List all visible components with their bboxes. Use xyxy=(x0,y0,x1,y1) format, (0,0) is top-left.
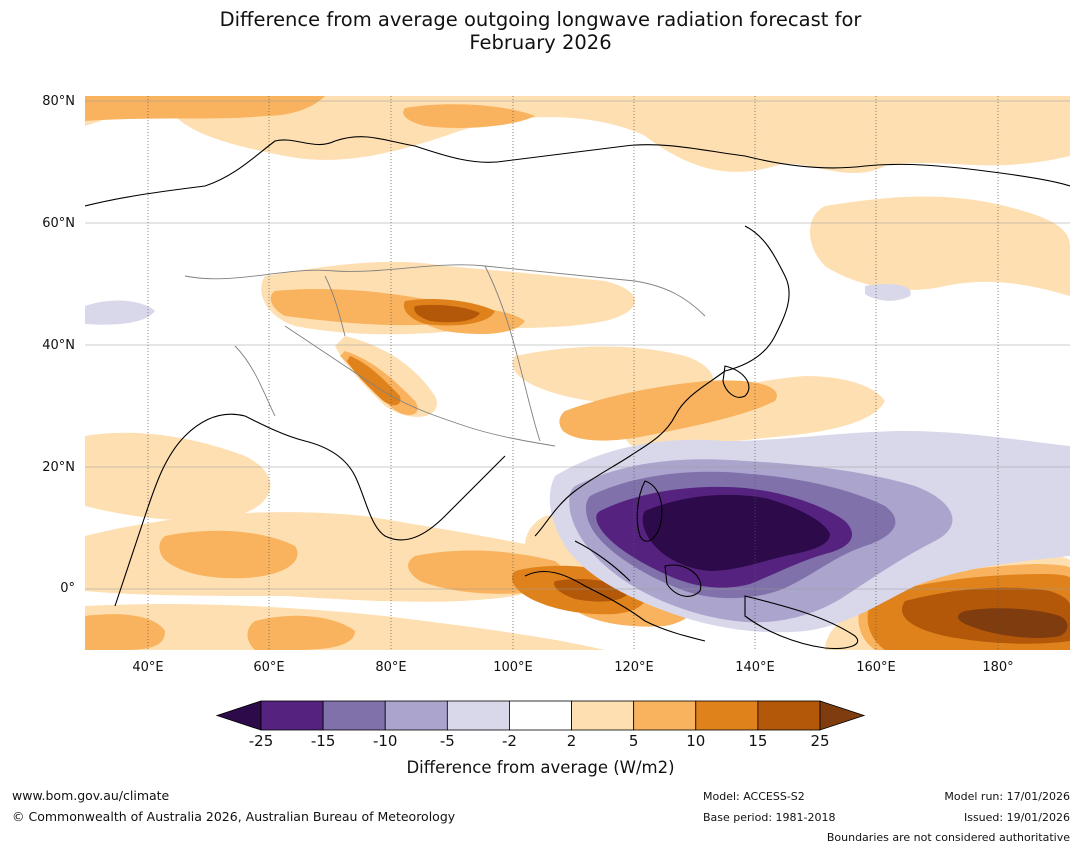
lon-label-160e: 160°E xyxy=(856,660,896,675)
colorbar-segments xyxy=(215,700,866,731)
map-canvas xyxy=(85,96,1070,650)
lon-label-140e: 140°E xyxy=(735,660,775,675)
colorbar-tick-label: 25 xyxy=(810,732,830,750)
lat-label-20n: 20°N xyxy=(42,460,75,475)
lon-label-80e: 80°E xyxy=(375,660,407,675)
boundaries-disclaimer: Boundaries are not considered authoritat… xyxy=(826,831,1070,844)
coastlines xyxy=(85,136,1070,650)
colorbar-extend-max xyxy=(819,700,866,731)
colorbar-tick-label: 10 xyxy=(686,732,706,750)
website-link[interactable]: www.bom.gov.au/climate xyxy=(12,788,170,803)
colorbar-segment xyxy=(695,700,759,731)
country-borders xyxy=(184,264,706,447)
anomaly-under-minus-25-region xyxy=(642,494,830,571)
base-period: Base period: 1981-2018 xyxy=(703,811,836,824)
colorbar-tick-label: 15 xyxy=(748,732,768,750)
lat-label-0: 0° xyxy=(60,581,75,596)
issued-date: Issued: 19/01/2026 xyxy=(963,811,1070,824)
longitude-gridlines xyxy=(147,96,999,650)
lat-label-40n: 40°N xyxy=(42,338,75,353)
colorbar-segment xyxy=(446,700,510,731)
lat-label-60n: 60°N xyxy=(42,216,75,231)
lon-label-120e: 120°E xyxy=(614,660,654,675)
lon-label-100e: 100°E xyxy=(493,660,533,675)
colorbar-tick-label: -15 xyxy=(310,732,336,750)
colorbar-tick-label: 5 xyxy=(628,732,639,750)
lon-label-60e: 60°E xyxy=(253,660,285,675)
lon-label-40e: 40°E xyxy=(132,660,164,675)
colorbar-segment xyxy=(509,700,572,731)
chart-title: Difference from average outgoing longwav… xyxy=(0,8,1081,54)
anomaly-over-25-region xyxy=(958,608,1068,638)
colorbar-segment xyxy=(571,700,635,731)
colorbar-tick-label: -2 xyxy=(501,732,517,750)
model-run-date: Model run: 17/01/2026 xyxy=(944,790,1070,803)
title-line-2: February 2026 xyxy=(469,31,612,54)
colorbar-tick-label: -10 xyxy=(372,732,398,750)
colorbar-tick-label: 2 xyxy=(566,732,577,750)
colorbar-segment xyxy=(757,700,821,731)
lat-label-80n: 80°N xyxy=(42,94,75,109)
colorbar xyxy=(215,700,866,731)
olr-anomaly-map xyxy=(85,96,1070,650)
title-line-1: Difference from average outgoing longwav… xyxy=(219,8,862,31)
colorbar-segment xyxy=(633,700,697,731)
colorbar-segment xyxy=(260,700,324,731)
model-name: Model: ACCESS-S2 xyxy=(703,790,805,803)
lon-label-180: 180° xyxy=(982,660,1014,675)
colorbar-tick-label: -5 xyxy=(439,732,455,750)
colorbar-segment xyxy=(322,700,386,731)
copyright-text: © Commonwealth of Australia 2026, Austra… xyxy=(12,809,456,824)
colorbar-segment xyxy=(384,700,448,731)
colorbar-label: Difference from average (W/m2) xyxy=(406,758,675,777)
colorbar-extend-min xyxy=(215,700,262,731)
latitude-gridlines xyxy=(85,100,1070,590)
colorbar-tick-label: -25 xyxy=(248,732,274,750)
